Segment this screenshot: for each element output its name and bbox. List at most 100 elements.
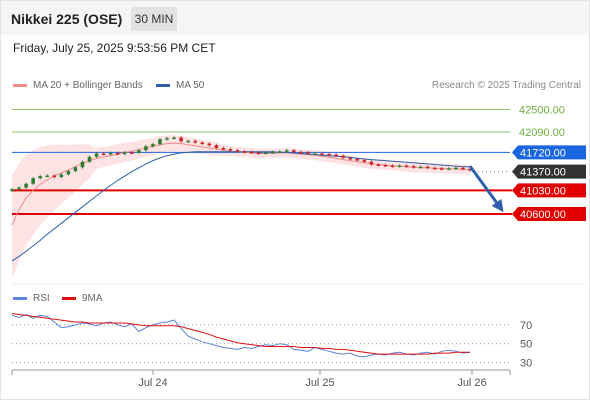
legend-label-ma20: MA 20 + Bollinger Bands (33, 80, 143, 91)
candle-body (390, 165, 395, 168)
candle-body (376, 164, 381, 166)
legend-label-9ma: 9MA (82, 293, 103, 304)
candle-body (207, 143, 212, 146)
header-bar: Nikkei 225 (OSE) 30 MIN (1, 1, 589, 35)
level-tag-support (512, 207, 586, 221)
timestamp: Friday, July 25, 2025 9:53:56 PM CET (13, 41, 216, 55)
candle-body (397, 165, 402, 168)
legend-swatch-ma50 (156, 83, 170, 87)
candle-body (411, 166, 416, 168)
candle-body (172, 137, 176, 140)
candle-body (10, 189, 14, 191)
candle-body (383, 165, 388, 167)
candle-body (454, 167, 458, 170)
candle-body (404, 165, 409, 168)
candle-body (137, 150, 141, 153)
candle-body (193, 140, 197, 143)
rsi-tick-label: 70 (520, 320, 532, 332)
x-tick-label: Jul 26 (457, 377, 486, 389)
x-tick-label: Jul 25 (305, 377, 334, 389)
candle-body (214, 145, 219, 148)
candle-body (418, 166, 423, 169)
candle-body (165, 138, 169, 140)
candle-body (52, 175, 57, 178)
timeframe-button[interactable]: 30 MIN (131, 7, 177, 31)
legend-item-rsi: RSI (13, 293, 50, 304)
candle-body (249, 151, 254, 154)
level-label-41370.00: 41370.00 (520, 167, 566, 179)
legend-swatch-ma20 (13, 83, 27, 87)
candle-body (108, 152, 113, 155)
candle-body (144, 146, 148, 151)
candle-body (38, 176, 42, 179)
candle-body (362, 160, 367, 162)
candle-body (129, 152, 134, 154)
candle-body (285, 150, 289, 152)
level-label-42090.00: 42090.00 (519, 127, 565, 139)
candle-body (468, 168, 472, 171)
candle-body (115, 152, 120, 155)
legend-item-ma20: MA 20 + Bollinger Bands (13, 80, 143, 91)
candle-body (200, 142, 205, 144)
candle-body (334, 154, 338, 157)
candles (10, 136, 472, 193)
forecast-arrow (468, 165, 504, 213)
legend-item-ma50: MA 50 (156, 80, 204, 91)
ma50-line (11, 151, 470, 262)
legend-label-ma50: MA 50 (176, 80, 205, 91)
candle-body (87, 156, 92, 162)
candle-body (151, 144, 155, 147)
candle-body (320, 153, 324, 155)
level-tag-support (512, 183, 586, 198)
candle-body (306, 152, 310, 154)
candle-body (17, 187, 21, 190)
candle-body (270, 151, 275, 154)
candle-body (66, 171, 71, 175)
level-tag-current (512, 164, 586, 179)
candle-body (292, 150, 296, 152)
candle-body (179, 137, 183, 142)
candle-body (369, 161, 374, 165)
candle-body (186, 140, 190, 143)
candle-body (355, 159, 360, 161)
candle-body (59, 174, 64, 178)
level-tag-pivot (512, 145, 586, 160)
legend-label-rsi: RSI (33, 293, 50, 304)
candle-body (432, 167, 437, 170)
candle-body (341, 155, 345, 158)
rsi-tick-label: 50 (520, 339, 532, 351)
candle-body (80, 161, 85, 168)
legend-item-9ma: 9MA (62, 293, 103, 304)
candle-body (461, 167, 465, 170)
level-label-42500.00: 42500.00 (519, 105, 565, 117)
credit-text: Research © 2025 Trading Central (431, 80, 581, 91)
candle-body (299, 151, 303, 154)
legend-swatch-rsi (13, 296, 27, 300)
candle-body (425, 166, 430, 169)
candle-body (256, 152, 261, 154)
candle-body (313, 153, 317, 155)
candle-body (440, 168, 444, 170)
level-label-41720.00: 41720.00 (520, 147, 566, 159)
candle-body (31, 178, 35, 184)
candle-body (348, 157, 353, 160)
candle-body (73, 167, 78, 172)
candle-body (277, 151, 282, 153)
bollinger-band (12, 135, 470, 280)
rsi-9ma-line (11, 313, 470, 355)
candle-body (221, 148, 226, 150)
level-label-40600.00: 40600.00 (520, 209, 566, 221)
candle-body (158, 139, 162, 145)
candle-body (45, 175, 50, 177)
candle-body (263, 152, 268, 154)
x-tick-label: Jul 24 (138, 377, 167, 389)
candle-body (242, 151, 247, 153)
rsi-tick-label: 30 (520, 358, 532, 370)
level-label-41030.00: 41030.00 (520, 185, 566, 197)
candle-body (122, 152, 127, 155)
candle-body (327, 154, 331, 156)
candle-body (228, 149, 233, 151)
legend-swatch-9ma (62, 296, 76, 300)
candle-body (94, 153, 99, 157)
